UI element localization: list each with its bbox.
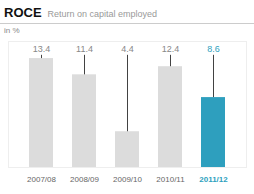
svg-text:2009/10: 2009/10 — [113, 175, 142, 184]
svg-text:13.4: 13.4 — [33, 44, 51, 54]
html-text:in %: in % — [4, 26, 20, 35]
svg-text:2010/11: 2010/11 — [156, 175, 185, 184]
svg-text:2007/08: 2007/08 — [27, 175, 56, 184]
html-text:ROCE Return on capital employe: ROCE Return on capital employed — [4, 5, 158, 20]
svg-text:2008/09: 2008/09 — [70, 175, 99, 184]
svg-text:8.6: 8.6 — [207, 44, 220, 54]
svg-text:11.4: 11.4 — [76, 44, 93, 54]
svg-text:12.4: 12.4 — [162, 44, 180, 54]
svg-text:4.4: 4.4 — [121, 44, 134, 54]
svg-text:2011/12: 2011/12 — [199, 175, 228, 184]
